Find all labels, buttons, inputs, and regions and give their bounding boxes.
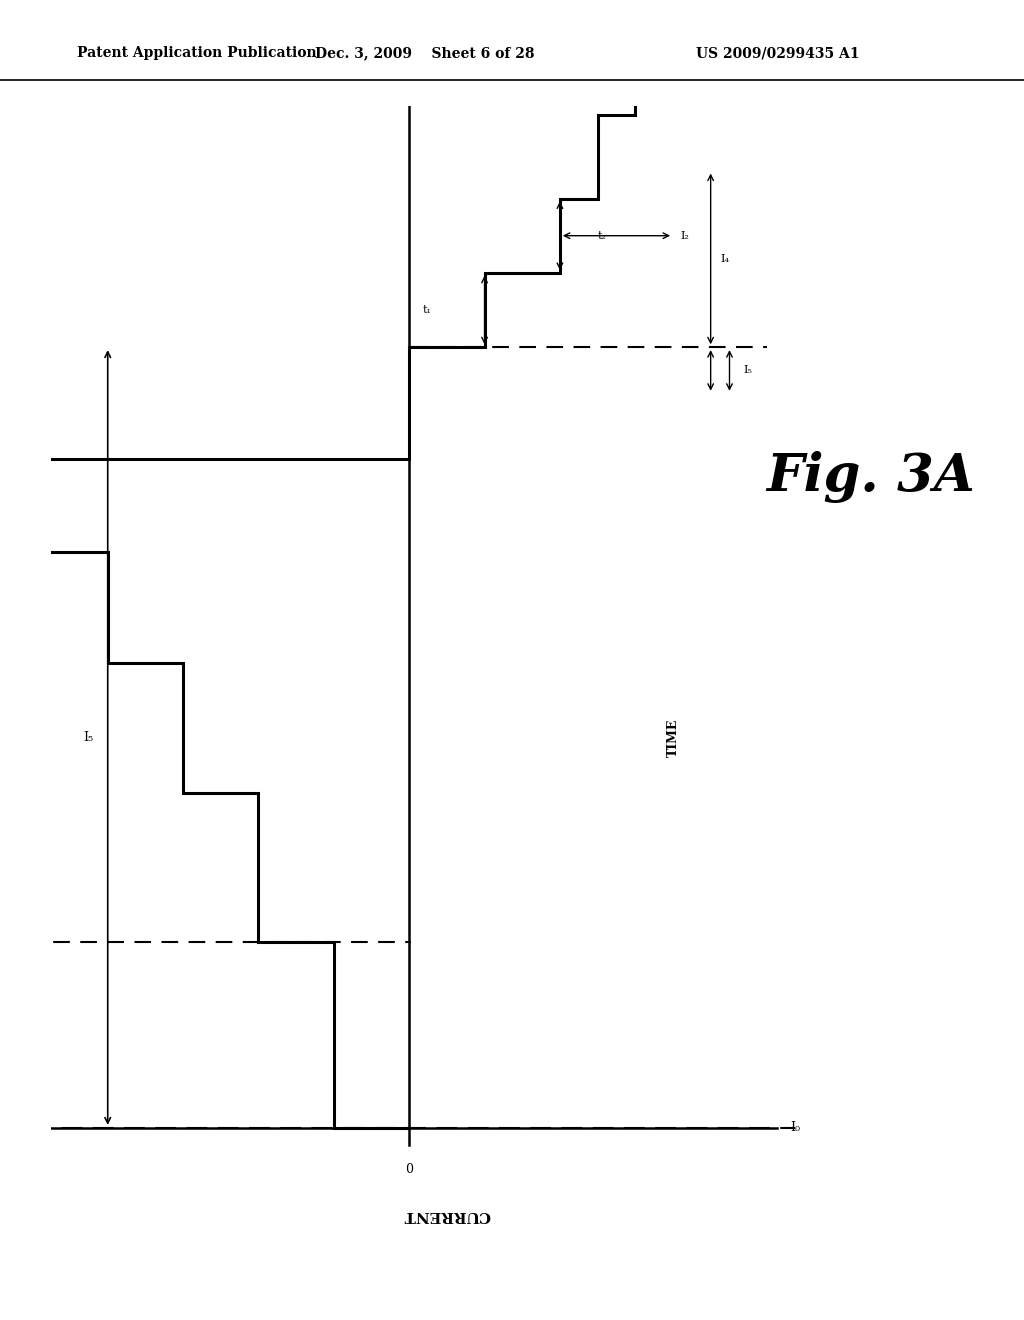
Text: Patent Application Publication: Patent Application Publication bbox=[77, 46, 316, 61]
Text: 0: 0 bbox=[406, 1163, 414, 1176]
Text: I₅: I₅ bbox=[84, 731, 93, 744]
Text: I₂: I₂ bbox=[681, 231, 689, 240]
Text: I₄: I₄ bbox=[720, 253, 729, 264]
Text: t₂: t₂ bbox=[598, 231, 606, 240]
Text: I₅: I₅ bbox=[743, 366, 753, 375]
Text: TIME: TIME bbox=[667, 718, 680, 756]
Text: Dec. 3, 2009    Sheet 6 of 28: Dec. 3, 2009 Sheet 6 of 28 bbox=[315, 46, 535, 61]
Text: US 2009/0299435 A1: US 2009/0299435 A1 bbox=[696, 46, 860, 61]
Text: Fig. 3A: Fig. 3A bbox=[766, 451, 975, 503]
Text: CURRENT: CURRENT bbox=[403, 1208, 490, 1222]
Text: t₁: t₁ bbox=[423, 305, 432, 315]
Text: I₀: I₀ bbox=[791, 1121, 801, 1134]
